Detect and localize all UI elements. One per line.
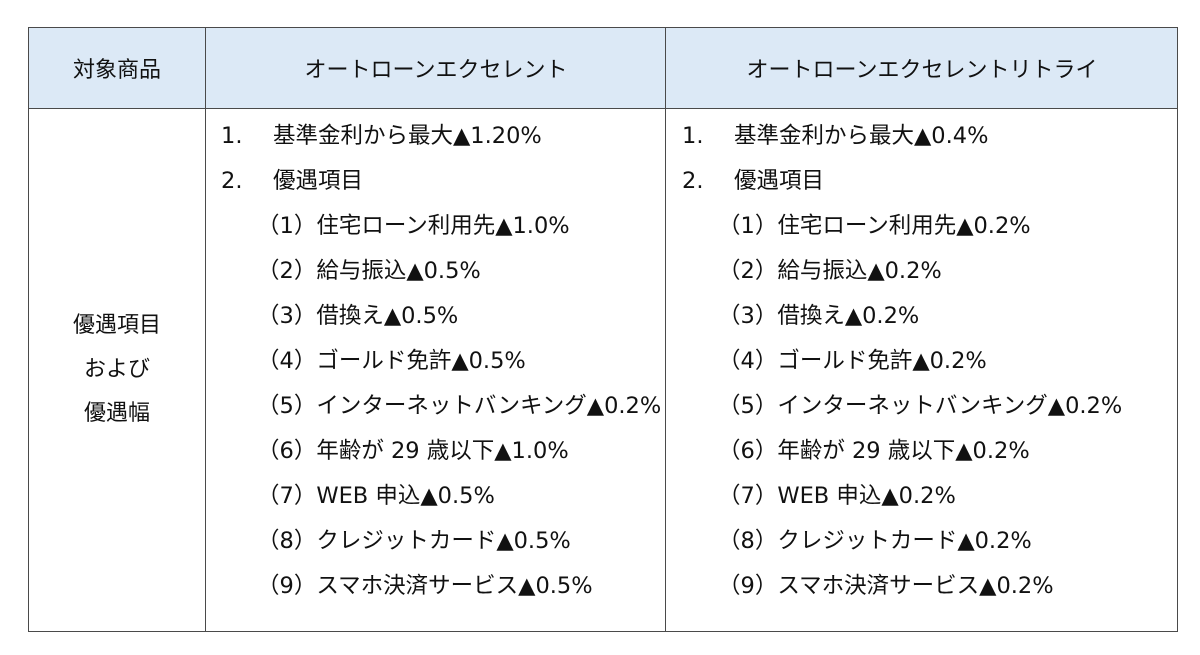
- sub-item: （2）給与振込▲0.2%: [682, 249, 1122, 294]
- sub-item-text: （3）借換え▲0.5%: [257, 303, 459, 329]
- sub-item: （7）WEB 申込▲0.2%: [682, 474, 1122, 519]
- item-number: 1.: [682, 123, 704, 149]
- sub-item: （5）インターネットバンキング▲0.2%: [682, 384, 1122, 429]
- sub-item-text: （7）WEB 申込▲0.2%: [718, 483, 956, 509]
- sub-item: （5）インターネットバンキング▲0.2%: [221, 384, 661, 429]
- sub-item-text: （2）給与振込▲0.5%: [257, 258, 481, 284]
- row-label-cell: 優遇項目 および 優遇幅: [29, 109, 205, 631]
- sub-item: （9）スマホ決済サービス▲0.2%: [682, 564, 1122, 609]
- item-text: 基準金利から最大▲0.4%: [734, 123, 989, 149]
- item-number: 2.: [221, 168, 243, 194]
- header-product-a: オートローンエクセレント: [304, 58, 568, 83]
- sub-item: （4）ゴールド免許▲0.2%: [682, 339, 1122, 384]
- sub-item-text: （2）給与振込▲0.2%: [718, 258, 942, 284]
- sub-item: （6）年齢が 29 歳以下▲0.2%: [682, 429, 1122, 474]
- list-item: 2. 優遇項目: [682, 159, 1122, 204]
- sub-item-text: （9）スマホ決済サービス▲0.2%: [718, 573, 1054, 599]
- product-a-benefits: 1. 基準金利から最大▲1.20% 2. 優遇項目 （1）住宅ローン利用先▲1.0%…: [221, 114, 661, 609]
- sub-item-text: （8）クレジットカード▲0.5%: [257, 528, 571, 554]
- sub-item: （8）クレジットカード▲0.2%: [682, 519, 1122, 564]
- sub-item-text: （9）スマホ決済サービス▲0.5%: [257, 573, 593, 599]
- header-label-cell: 対象商品: [72, 58, 161, 83]
- row-label-line-2: および: [83, 357, 150, 382]
- sub-item-text: （5）インターネットバンキング▲0.2%: [718, 393, 1123, 419]
- sub-item: （3）借換え▲0.2%: [682, 294, 1122, 339]
- sub-item: （2）給与振込▲0.5%: [221, 249, 661, 294]
- product-b-benefits: 1. 基準金利から最大▲0.4% 2. 優遇項目 （1）住宅ローン利用先▲0.2% …: [682, 114, 1122, 609]
- header-divider: [29, 108, 1177, 109]
- sub-item: （3）借換え▲0.5%: [221, 294, 661, 339]
- sub-item-text: （4）ゴールド免許▲0.2%: [718, 348, 987, 374]
- sub-item-text: （6）年齢が 29 歳以下▲1.0%: [257, 438, 569, 464]
- column-divider-2: [665, 28, 666, 631]
- sub-item-text: （1）住宅ローン利用先▲0.2%: [718, 213, 1031, 239]
- sub-item: （1）住宅ローン利用先▲0.2%: [682, 204, 1122, 249]
- sub-item-text: （7）WEB 申込▲0.5%: [257, 483, 495, 509]
- column-divider-1: [205, 28, 206, 631]
- sub-item-text: （4）ゴールド免許▲0.5%: [257, 348, 526, 374]
- sub-item: （8）クレジットカード▲0.5%: [221, 519, 661, 564]
- sub-item: （1）住宅ローン利用先▲1.0%: [221, 204, 661, 249]
- sub-item-text: （1）住宅ローン利用先▲1.0%: [257, 213, 570, 239]
- item-text: 基準金利から最大▲1.20%: [273, 123, 542, 149]
- header-product-b: オートローンエクセレントリトライ: [746, 58, 1098, 83]
- sub-item-text: （8）クレジットカード▲0.2%: [718, 528, 1032, 554]
- row-label-line-1: 優遇項目: [72, 313, 161, 338]
- list-item: 1. 基準金利から最大▲0.4%: [682, 114, 1122, 159]
- sub-item-text: （3）借換え▲0.2%: [718, 303, 920, 329]
- list-item: 2. 優遇項目: [221, 159, 661, 204]
- sub-item: （7）WEB 申込▲0.5%: [221, 474, 661, 519]
- sub-item: （6）年齢が 29 歳以下▲1.0%: [221, 429, 661, 474]
- sub-item-text: （6）年齢が 29 歳以下▲0.2%: [718, 438, 1030, 464]
- item-text: 優遇項目: [273, 168, 364, 194]
- item-number: 2.: [682, 168, 704, 194]
- sub-item: （9）スマホ決済サービス▲0.5%: [221, 564, 661, 609]
- row-label-line-3: 優遇幅: [83, 401, 150, 426]
- sub-item: （4）ゴールド免許▲0.5%: [221, 339, 661, 384]
- list-item: 1. 基準金利から最大▲1.20%: [221, 114, 661, 159]
- sub-item-text: （5）インターネットバンキング▲0.2%: [257, 393, 662, 419]
- header-row-background: [29, 28, 1177, 108]
- item-number: 1.: [221, 123, 243, 149]
- comparison-table: 対象商品 オートローンエクセレント オートローンエクセレントリトライ 優遇項目 …: [28, 27, 1178, 632]
- item-text: 優遇項目: [734, 168, 825, 194]
